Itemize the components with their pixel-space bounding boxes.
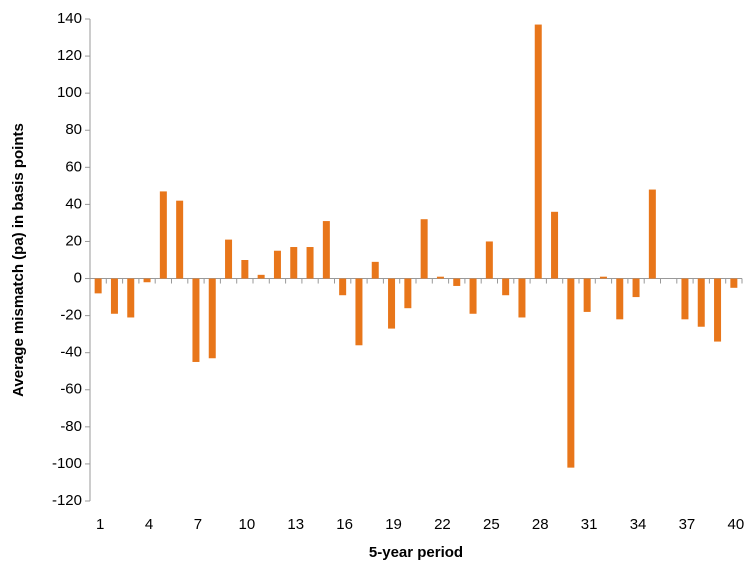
bar bbox=[730, 278, 738, 288]
bar bbox=[143, 278, 151, 283]
bar bbox=[339, 278, 347, 296]
bar bbox=[241, 260, 249, 279]
x-tick-label: 31 bbox=[581, 516, 598, 533]
bar bbox=[518, 278, 526, 318]
y-tick-label: 20 bbox=[65, 232, 82, 249]
bar bbox=[681, 278, 689, 320]
bar bbox=[599, 276, 607, 279]
bar bbox=[322, 221, 330, 279]
x-tick-label: 19 bbox=[385, 516, 402, 533]
bar bbox=[436, 276, 444, 279]
x-tick-label: 28 bbox=[532, 516, 549, 533]
y-tick-label: 140 bbox=[57, 10, 82, 27]
y-tick-label: -120 bbox=[52, 492, 82, 509]
y-tick-label: 100 bbox=[57, 84, 82, 101]
x-tick-label: 10 bbox=[239, 516, 256, 533]
bar bbox=[257, 274, 265, 279]
bar bbox=[485, 241, 493, 279]
y-tick-label: -40 bbox=[60, 344, 82, 361]
bar bbox=[567, 278, 575, 468]
bar bbox=[290, 247, 298, 279]
y-tick-label: 80 bbox=[65, 121, 82, 138]
x-tick-label: 1 bbox=[96, 516, 104, 533]
bar bbox=[306, 247, 314, 279]
x-tick-label: 22 bbox=[434, 516, 451, 533]
x-tick-label: 16 bbox=[336, 516, 353, 533]
bar bbox=[127, 278, 135, 318]
bar bbox=[420, 219, 428, 279]
bar bbox=[404, 278, 412, 309]
y-tick-label: -60 bbox=[60, 381, 82, 398]
bar bbox=[502, 278, 510, 296]
bar bbox=[94, 278, 102, 294]
bar bbox=[616, 278, 624, 320]
bar bbox=[648, 189, 656, 279]
x-tick-label: 34 bbox=[630, 516, 647, 533]
bar bbox=[714, 278, 722, 342]
bar bbox=[192, 278, 200, 362]
bar bbox=[176, 200, 184, 279]
x-axis-title: 5-year period bbox=[369, 544, 463, 561]
x-tick-label: 13 bbox=[287, 516, 304, 533]
bar bbox=[583, 278, 591, 312]
bar bbox=[371, 261, 379, 279]
y-tick-label: 0 bbox=[74, 270, 82, 287]
bar bbox=[551, 211, 559, 279]
bar bbox=[453, 278, 461, 286]
x-tick-label: 40 bbox=[728, 516, 745, 533]
bar bbox=[632, 278, 640, 298]
y-tick-label: 120 bbox=[57, 47, 82, 64]
y-tick-label: 40 bbox=[65, 195, 82, 212]
y-tick-label: -100 bbox=[52, 455, 82, 472]
bar bbox=[208, 278, 216, 359]
y-tick-label: 60 bbox=[65, 158, 82, 175]
y-tick-label: -80 bbox=[60, 418, 82, 435]
x-tick-label: 7 bbox=[194, 516, 202, 533]
y-axis-title: Average mismatch (pa) in basis points bbox=[10, 123, 27, 397]
bar bbox=[159, 191, 167, 279]
bar bbox=[469, 278, 477, 314]
bar bbox=[110, 278, 118, 314]
bar bbox=[225, 239, 233, 279]
bar bbox=[534, 24, 542, 279]
bar bbox=[697, 278, 705, 327]
x-tick-label: 37 bbox=[679, 516, 696, 533]
bar bbox=[355, 278, 363, 346]
x-tick-label: 4 bbox=[145, 516, 153, 533]
x-tick-label: 25 bbox=[483, 516, 500, 533]
bar bbox=[388, 278, 396, 329]
y-tick-label: -20 bbox=[60, 307, 82, 324]
bar bbox=[273, 250, 281, 279]
